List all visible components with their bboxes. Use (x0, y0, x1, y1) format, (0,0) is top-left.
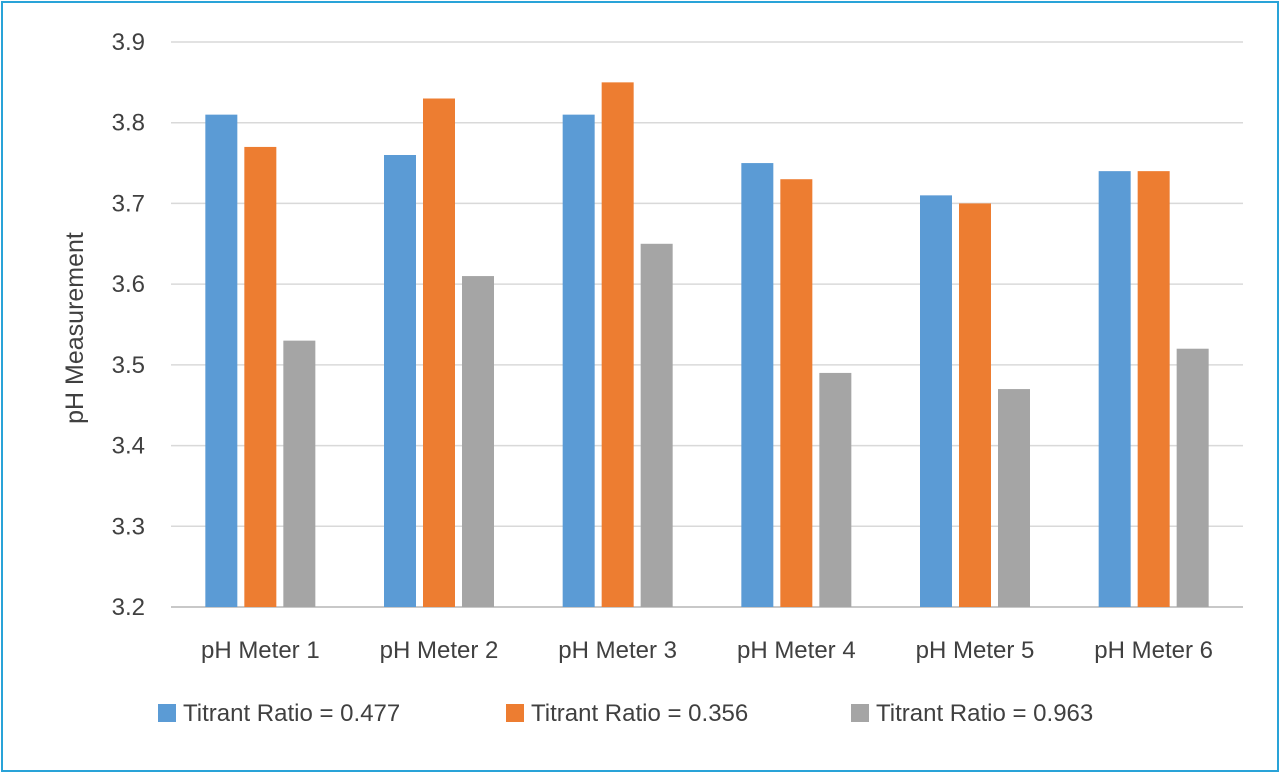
bar (1137, 171, 1170, 607)
x-tick-label: pH Meter 6 (1094, 637, 1213, 664)
bar (244, 146, 277, 607)
y-tick-label: 3.2 (112, 594, 145, 621)
bar (601, 82, 634, 608)
x-axis-tick-labels: pH Meter 1 pH Meter 2 pH Meter 3 pH Meter 4… (201, 637, 1213, 664)
bar (1176, 348, 1209, 607)
legend-swatch (506, 704, 524, 722)
y-tick-label: 3.6 (112, 271, 145, 298)
legend-item: Titrant Ratio = 0.356 (506, 700, 748, 727)
bar (998, 389, 1030, 607)
x-tick-label: pH Meter 1 (201, 637, 320, 664)
y-tick-label: 3.8 (112, 110, 145, 137)
y-axis-title: pH Measurement (61, 232, 89, 424)
bar (920, 195, 952, 607)
gridlines (171, 41, 1243, 608)
y-tick-label: 3.9 (112, 29, 145, 56)
bar-chart: 3.23.33.43.53.63.73.83.9 pH Meter 1 pH Me… (61, 29, 1243, 727)
bar (819, 372, 852, 607)
bar (959, 203, 991, 607)
bar (205, 114, 238, 608)
legend-item: Titrant Ratio = 0.477 (158, 700, 400, 727)
bar (462, 276, 494, 607)
x-tick-label: pH Meter 2 (380, 637, 499, 664)
bar (562, 114, 595, 608)
x-tick-label: pH Meter 5 (916, 637, 1035, 664)
legend-label: Titrant Ratio = 0.356 (531, 700, 748, 727)
bar (640, 243, 673, 608)
x-tick-label: pH Meter 4 (737, 637, 856, 664)
bar (1098, 171, 1131, 607)
y-tick-label: 3.7 (112, 190, 145, 217)
legend-swatch (158, 704, 176, 722)
legend-label: Titrant Ratio = 0.477 (183, 700, 400, 727)
bar (741, 163, 774, 608)
y-axis-tick-labels: 3.2 3.3 3.4 3.5 3.6 3.7 3.8 3.9 (112, 29, 145, 621)
bars (205, 82, 1209, 608)
legend-item: Titrant Ratio = 0.963 (851, 700, 1093, 727)
legend: Titrant Ratio = 0.477 Titrant Ratio = 0.3… (158, 700, 1093, 727)
y-tick-label: 3.5 (112, 352, 145, 379)
legend-label: Titrant Ratio = 0.963 (876, 700, 1093, 727)
y-tick-label: 3.4 (112, 433, 145, 460)
bar (283, 340, 316, 607)
bar (423, 98, 455, 607)
bar (384, 155, 416, 607)
legend-swatch (851, 704, 869, 722)
bar (780, 179, 813, 607)
x-tick-label: pH Meter 3 (558, 637, 677, 664)
y-tick-label: 3.3 (112, 513, 145, 540)
